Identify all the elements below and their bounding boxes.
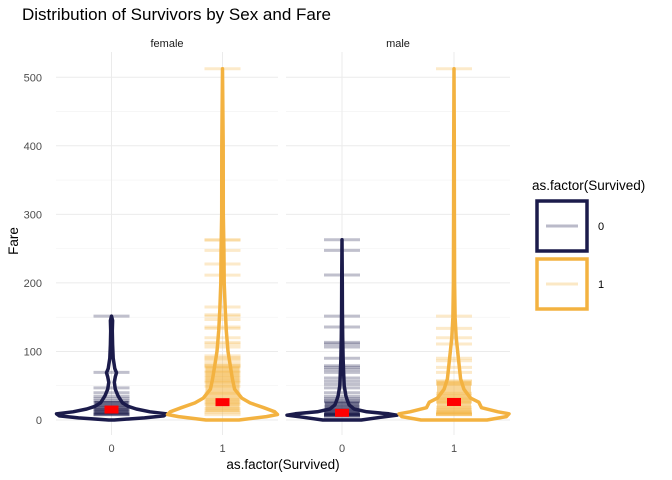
x-tick-label: 1	[451, 443, 457, 455]
median-marker	[335, 408, 349, 417]
y-tick-label: 200	[24, 278, 42, 290]
x-axis-label: as.factor(Survived)	[226, 457, 339, 472]
y-tick-label: 400	[24, 141, 42, 153]
legend: as.factor(Survived) 0 1	[532, 178, 645, 311]
chart-title: Distribution of Survivors by Sex and Far…	[22, 5, 331, 24]
violin-outline	[54, 314, 169, 422]
facet-strip-label: female	[150, 38, 183, 50]
x-tick-label: 0	[339, 443, 345, 455]
group-female-1	[165, 67, 280, 422]
violin-outline	[165, 67, 280, 422]
group-female-0	[54, 314, 169, 422]
group-male-1	[397, 67, 511, 422]
legend-key-box	[535, 199, 589, 253]
group-male-0	[285, 237, 399, 422]
y-tick-label: 300	[24, 209, 42, 221]
legend-item-1: 1	[535, 257, 604, 311]
grid-lines	[56, 52, 510, 435]
legend-key-box	[535, 257, 589, 311]
legend-item-0: 0	[535, 199, 604, 253]
y-axis-label: Fare	[6, 227, 21, 255]
legend-label: 1	[598, 279, 604, 291]
y-tick-label: 0	[36, 415, 42, 427]
axes: female 0 1 male 0 1 0 100 200 300 400 500	[24, 38, 457, 455]
median-marker	[215, 398, 230, 407]
facet-strip-label: male	[386, 38, 410, 50]
legend-title: as.factor(Survived)	[532, 178, 645, 193]
plot-marks	[54, 67, 511, 422]
legend-label: 0	[598, 221, 604, 233]
y-tick-label: 500	[24, 72, 42, 84]
violin-outline	[285, 237, 399, 422]
median-marker	[104, 405, 119, 414]
x-tick-label: 1	[219, 443, 225, 455]
iqr-box	[437, 381, 471, 414]
violin-outline	[397, 67, 511, 422]
median-marker	[447, 397, 461, 406]
y-tick-label: 100	[24, 346, 42, 358]
x-tick-label: 0	[108, 443, 114, 455]
